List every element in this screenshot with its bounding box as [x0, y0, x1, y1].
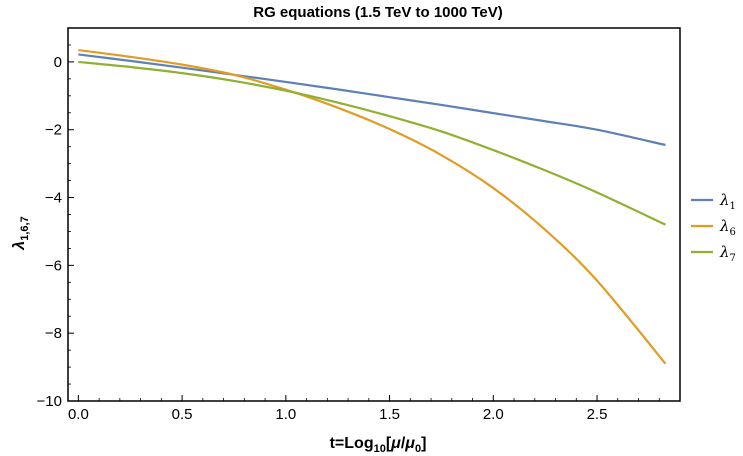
y-axis-ticks: 0 −2 −4 −6 −8 −10 [37, 44, 74, 410]
series-line-λ7 [78, 60, 666, 226]
series-line-λ1 [78, 53, 666, 147]
x-axis-ticks: 0.0 0.5 1.0 1.5 2.0 2.5 [68, 395, 660, 423]
x-tick-label: 0.5 [172, 406, 193, 423]
y-tick-label: −2 [45, 122, 62, 139]
plot-frame-rect [67, 27, 681, 402]
x-tick-label: 1.0 [275, 406, 296, 423]
legend-item: λ6 [691, 217, 736, 238]
legend-item: λ7 [691, 243, 736, 264]
x-tick-label: 2.5 [587, 406, 608, 423]
y-axis-label: λ1,6,7 [11, 216, 31, 250]
chart-title: RG equations (1.5 TeV to 1000 TeV) [253, 4, 503, 21]
y-tick-label: −4 [45, 190, 62, 207]
y-tick-label: −6 [45, 257, 62, 274]
series-line-λ6 [78, 48, 667, 365]
x-tick-label: 0.0 [68, 406, 89, 423]
x-tick-label: 1.5 [379, 406, 400, 423]
y-tick-label: 0 [54, 54, 62, 71]
x-axis-label: t=Log10[μ/μ0] [330, 435, 427, 455]
legend-label: λ7 [719, 243, 736, 264]
legend-label: λ6 [719, 217, 736, 238]
plot-frame [67, 27, 681, 402]
x-tick-label: 2.0 [483, 406, 504, 423]
series-group [78, 48, 667, 365]
legend-item: λ1 [691, 191, 736, 212]
legend: λ1 λ6 λ7 [691, 191, 736, 264]
y-tick-label: −10 [37, 393, 62, 410]
y-tick-label: −8 [45, 325, 62, 342]
legend-label: λ1 [719, 191, 736, 212]
